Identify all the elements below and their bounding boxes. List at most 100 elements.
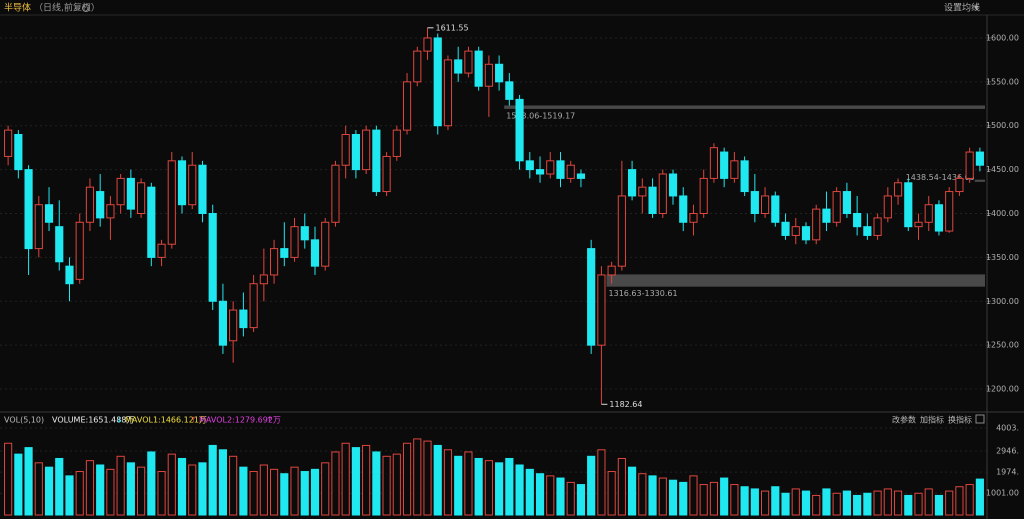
dropdown-caret: ▾ (974, 4, 979, 14)
settings-icon[interactable] (82, 4, 90, 12)
y-tick-label: 1200.00 (986, 385, 1019, 394)
candle-body (658, 173, 667, 214)
zone-label: 1438.54-1436.05 (906, 173, 975, 182)
volume-bar (177, 457, 187, 516)
candle-body (198, 164, 207, 215)
indicator-name: VOL(5,10) (4, 416, 44, 425)
volume-bar (106, 468, 115, 516)
y-tick-label: 1350.00 (986, 253, 1019, 262)
volume-bar (300, 471, 309, 516)
volume-bar (331, 451, 340, 516)
candle-body (525, 160, 534, 171)
volume-bar (883, 488, 892, 516)
v-tick-label: 1974. (996, 468, 1019, 477)
volume-bar (863, 492, 872, 516)
volume-bar (965, 484, 974, 516)
candle-body (402, 81, 412, 131)
zone-label: 1316.63-1330.61 (609, 289, 678, 298)
button[interactable]: 改参数 (892, 415, 916, 425)
candle-body (413, 50, 422, 83)
volume-bar (934, 494, 944, 516)
volume-bar (628, 466, 637, 516)
volume-bar (126, 462, 135, 516)
volume-bar (853, 494, 862, 516)
candle-body (505, 81, 514, 100)
candle-body (433, 37, 442, 127)
volume-bar (495, 462, 504, 516)
candle-body (188, 164, 197, 206)
y-tick-label: 1400.00 (986, 209, 1019, 218)
candle-body (4, 129, 13, 157)
volume-bar (208, 444, 217, 516)
volume-bar (730, 484, 739, 516)
mavol1-label: MAVOL1:1466.121万 (125, 416, 207, 425)
arrow: ↑ (266, 416, 273, 425)
volume-bar (392, 453, 401, 516)
candle-body (341, 134, 350, 166)
volume-bar (198, 462, 207, 516)
candle-body (96, 191, 105, 219)
candle-body (587, 248, 596, 346)
volume-bar (955, 486, 964, 516)
candle-body (495, 63, 504, 83)
volume-bar (484, 460, 493, 516)
volume-bar (515, 464, 524, 516)
volume-bar (975, 478, 984, 516)
candle-body (556, 160, 565, 179)
button[interactable]: 换指标 (948, 415, 972, 425)
candle-body (249, 283, 258, 329)
ma-button[interactable]: 设置均线 (944, 2, 980, 14)
v-tick-label: 2946. (996, 446, 1019, 455)
button[interactable]: 加指标 (920, 415, 944, 425)
volume-bar (269, 468, 279, 516)
volume-bar (791, 488, 800, 516)
candle-body (229, 309, 238, 342)
candle-body (208, 213, 217, 302)
volume-bar (709, 481, 719, 516)
candle-body (822, 208, 831, 223)
candle-body (873, 217, 882, 236)
candle-body (832, 191, 841, 223)
volume-bar (658, 477, 667, 516)
arrow: ↑ (190, 416, 197, 425)
volume-bar (566, 481, 575, 516)
candle-body (924, 204, 933, 223)
close-button[interactable] (975, 414, 985, 424)
candle-body (321, 221, 330, 267)
volume-bar (34, 462, 43, 516)
volume-bar (75, 471, 84, 516)
volume-bar (341, 442, 350, 516)
candle-body (709, 147, 719, 179)
mavol2-label: MAVOL2:1279.692万 (199, 416, 281, 425)
volume-bar (290, 466, 299, 516)
volume-bar (474, 457, 483, 516)
candle-body (668, 173, 678, 197)
volume-bar (904, 494, 913, 516)
volume-bar (771, 486, 780, 516)
volume-bar (720, 477, 729, 516)
candle-body (75, 221, 84, 280)
candle-body (44, 204, 54, 223)
volume-bar (648, 475, 657, 516)
volume-bar (607, 471, 616, 516)
volume-bar (617, 457, 626, 516)
extreme-label: 1182.64 (609, 400, 642, 409)
volume-bar (812, 494, 821, 516)
candle-body (975, 151, 984, 166)
candle-body (55, 226, 64, 263)
candle-body (904, 182, 913, 228)
candle-body (34, 204, 43, 250)
volume-bar (740, 486, 749, 516)
candle-body (239, 309, 248, 329)
candle-body (771, 195, 780, 223)
volume-bar (546, 475, 555, 516)
volume-bar (116, 455, 125, 516)
volume-bar (321, 462, 330, 516)
volume-bar (597, 449, 606, 516)
subtitle: （日线,前复权） (34, 2, 100, 14)
zone (504, 105, 985, 109)
volume-bar (464, 451, 473, 516)
candle-body (331, 164, 340, 223)
